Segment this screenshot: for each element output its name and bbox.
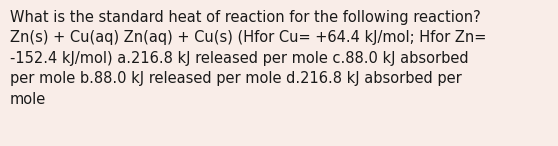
- Text: What is the standard heat of reaction for the following reaction?
Zn(s) + Cu(aq): What is the standard heat of reaction fo…: [10, 10, 487, 107]
